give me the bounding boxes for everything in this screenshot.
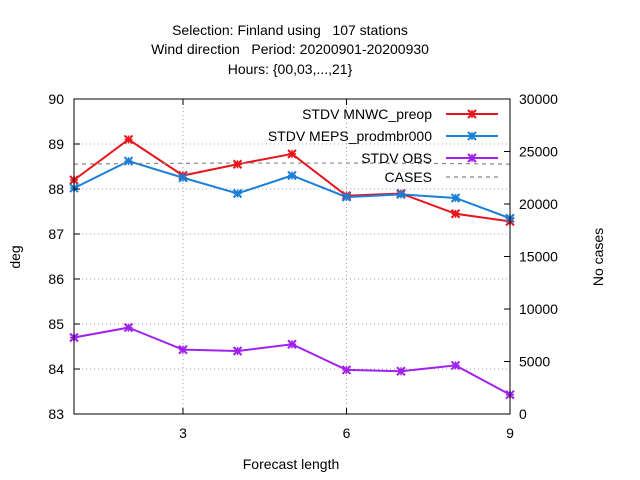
y2-axis-label: No cases	[590, 228, 606, 286]
x-tick-label: 9	[506, 425, 514, 441]
data-point-stdv-meps-prodmbr000	[341, 192, 352, 202]
legend: STDV MNWC_preop STDV MEPS_prodmbr000 STDV …	[268, 106, 498, 185]
y-tick-label: 86	[48, 271, 64, 287]
data-point-stdv-obs	[341, 365, 352, 375]
data-point-stdv-mnwc-preop	[450, 209, 461, 219]
y-axis-label: deg	[7, 245, 23, 268]
legend-marker	[467, 109, 477, 119]
series-markers	[69, 134, 515, 400]
title-line-3: Hours: {00,03,...,21}	[228, 61, 353, 77]
data-point-stdv-meps-prodmbr000	[396, 189, 406, 200]
legend-label: CASES	[385, 169, 432, 185]
data-point-stdv-mnwc-preop	[123, 134, 134, 145]
data-point-stdv-obs	[287, 339, 297, 349]
legend-entry-stdv-obs: STDV OBS	[361, 150, 498, 166]
data-point-stdv-mnwc-preop	[287, 149, 297, 159]
data-point-stdv-obs	[450, 360, 461, 371]
data-point-stdv-meps-prodmbr000	[232, 188, 243, 199]
legend-marker	[467, 131, 477, 141]
y-tick-label: 84	[48, 361, 64, 377]
y-tick-label: 83	[48, 406, 64, 422]
y2-tick-label: 5000	[519, 354, 550, 370]
data-point-stdv-obs	[178, 344, 188, 355]
legend-marker	[467, 153, 477, 163]
y-axis-ticks: 83 84 85 86 87 88 89 90	[48, 91, 80, 422]
y2-tick-label: 25000	[519, 144, 558, 160]
legend-label: STDV MNWC_preop	[302, 106, 432, 122]
data-point-stdv-meps-prodmbr000	[450, 193, 461, 203]
legend-entry-cases: CASES	[385, 169, 498, 185]
y-tick-label: 88	[48, 181, 64, 197]
data-point-stdv-meps-prodmbr000	[123, 156, 134, 166]
x-axis-label: Forecast length	[243, 456, 340, 472]
series-line-stdv-obs	[73, 326, 511, 396]
title-line-2: Wind direction Period: 20200901-20200930	[151, 41, 429, 57]
data-point-stdv-obs	[232, 346, 243, 356]
x-tick-label: 6	[343, 425, 351, 441]
y-tick-label: 89	[48, 136, 64, 152]
y-tick-label: 85	[48, 316, 64, 332]
data-point-stdv-mnwc-preop	[232, 159, 243, 169]
legend-label: STDV OBS	[361, 150, 432, 166]
legend-entry-stdv-meps-prodmbr000: STDV MEPS_prodmbr000	[268, 128, 498, 144]
x-axis-ticks: 3 6 9	[179, 99, 514, 441]
y2-tick-label: 15000	[519, 249, 558, 265]
data-point-stdv-obs	[396, 366, 406, 376]
data-point-stdv-obs	[123, 322, 134, 333]
y2-tick-label: 20000	[519, 196, 558, 212]
data-point-stdv-meps-prodmbr000	[287, 170, 297, 181]
grid	[74, 99, 510, 414]
y2-tick-label: 10000	[519, 301, 558, 317]
y2-tick-label: 30000	[519, 91, 558, 107]
series-line-cases	[73, 162, 511, 165]
title-line-1: Selection: Finland using 107 stations	[172, 22, 408, 38]
legend-label: STDV MEPS_prodmbr000	[268, 128, 432, 144]
x-tick-label: 3	[179, 425, 187, 441]
y2-tick-label: 0	[519, 406, 527, 422]
y-tick-label: 87	[48, 226, 64, 242]
data-point-stdv-meps-prodmbr000	[178, 173, 188, 183]
y2-axis-ticks: 0 5000 10000 15000 20000 25000 30000	[504, 91, 558, 422]
y-tick-label: 90	[48, 91, 64, 107]
legend-entry-stdv-mnwc-preop: STDV MNWC_preop	[302, 106, 498, 122]
chart-title: Selection: Finland using 107 stations Wi…	[151, 22, 429, 77]
